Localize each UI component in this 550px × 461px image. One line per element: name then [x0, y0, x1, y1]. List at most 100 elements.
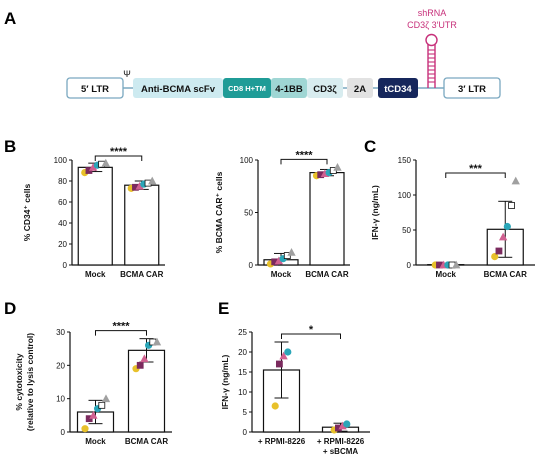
- y-tick-label: 150: [398, 156, 412, 165]
- y-tick-label: 100: [54, 156, 68, 165]
- y-tick-label: 15: [238, 368, 247, 377]
- significance-bracket: [445, 172, 506, 178]
- significance-label: ****: [112, 321, 130, 333]
- data-point: [491, 253, 499, 261]
- bar: [309, 172, 345, 266]
- panel-label-b: B: [4, 137, 16, 156]
- y-tick-label: 40: [58, 219, 67, 228]
- data-point: [271, 402, 279, 410]
- data-point: [98, 401, 106, 409]
- significance-label: ***: [469, 163, 483, 175]
- data-point: [284, 348, 292, 356]
- y-tick-label: 20: [238, 348, 247, 357]
- tcd34-box: [378, 78, 418, 98]
- y-axis-label: % cytotoxicity: [14, 353, 24, 410]
- scfv-label: Anti-BCMA scFv: [141, 84, 216, 95]
- data-point: [452, 260, 461, 269]
- y-tick-label: 100: [398, 191, 412, 200]
- panel-label-e: E: [218, 299, 229, 318]
- data-point: [152, 337, 162, 346]
- y-tick-label: 20: [58, 240, 67, 249]
- cd3z-label: CD3ζ: [313, 84, 337, 95]
- y-axis-label: IFN-γ (ng/mL): [370, 185, 380, 240]
- construct-diagram: 5′ LTR Ψ Anti-BCMA scFv CD8 H+TM 4-1BB C…: [66, 8, 501, 99]
- significance-label: ****: [110, 146, 128, 158]
- significance-label: *: [309, 324, 314, 336]
- bar: [124, 184, 160, 266]
- y-tick-label: 50: [402, 226, 411, 235]
- data-point: [140, 354, 149, 363]
- y-axis-label: IFN-γ (ng/mL): [220, 354, 230, 409]
- category-label: + RPMI-8226: [258, 437, 306, 446]
- y-tick-label: 100: [240, 156, 254, 165]
- y-tick-label: 0: [243, 428, 248, 437]
- chart-cd34: 0 20 40 60 80 100 % CD34⁺ cells Mock BCMA CAR ***…: [22, 146, 165, 279]
- p2a-label: 2A: [354, 84, 366, 95]
- data-point: [508, 202, 515, 209]
- category-label: + sBCMA: [323, 447, 359, 456]
- chart-ifng-c: 0 50 100 150 IFN-γ (ng/mL) Mock BCMA CAR ***: [370, 156, 535, 279]
- chart-bcma-car: 0 50 100 % BCMA CAR⁺ cells Mock BCMA CAR ****: [214, 149, 350, 279]
- cd3z-box: [307, 78, 343, 98]
- category-label: Mock: [85, 437, 106, 446]
- y-axis-label: % CD34⁺ cells: [22, 184, 32, 242]
- data-point: [495, 247, 503, 255]
- shrna-hairpin-icon: [425, 33, 438, 88]
- y-tick-label: 0: [61, 428, 66, 437]
- data-point: [89, 410, 98, 419]
- shrna-label-line2: CD3ζ 3′UTR: [407, 20, 457, 30]
- ltr3-box: [443, 77, 501, 99]
- category-label: Mock: [85, 270, 106, 279]
- data-point: [503, 222, 511, 231]
- y-tick-label: 10: [56, 395, 65, 404]
- data-point: [511, 176, 520, 185]
- panel-label-c: C: [364, 137, 376, 156]
- panel-label-a: A: [4, 9, 16, 28]
- data-point: [287, 248, 296, 256]
- category-label: BCMA CAR: [484, 270, 527, 279]
- data-point: [498, 232, 508, 241]
- data-point: [343, 420, 351, 428]
- ltr5-box: [66, 77, 124, 99]
- tcd34-label: tCD34: [384, 84, 412, 95]
- category-label: Mock: [271, 270, 292, 279]
- cd8-box: [223, 78, 271, 98]
- cd8-label: CD8 H+TM: [228, 84, 266, 93]
- category-label: Mock: [436, 270, 457, 279]
- data-point: [333, 163, 342, 171]
- data-point: [136, 361, 144, 369]
- category-label: BCMA CAR: [120, 270, 163, 279]
- y-tick-label: 80: [58, 177, 67, 186]
- significance-label: ****: [295, 149, 313, 161]
- bar: [127, 349, 166, 433]
- y-tick-label: 25: [238, 328, 247, 337]
- significance-bracket: [94, 155, 143, 161]
- bar: [262, 369, 301, 433]
- y-tick-label: 5: [243, 408, 248, 417]
- bb-label: 4-1BB: [275, 84, 303, 95]
- data-point: [81, 425, 89, 433]
- panel-label-d: D: [4, 299, 16, 318]
- category-label: BCMA CAR: [125, 437, 168, 446]
- data-point: [101, 394, 111, 403]
- scfv-box: [133, 78, 223, 98]
- psi-label: Ψ: [123, 69, 131, 79]
- y-tick-label: 20: [56, 361, 65, 370]
- bar: [77, 166, 113, 266]
- chart-ifng-e: 0 5 10 15 20 25 IFN-γ (ng/mL) + RPMI-8226 + RPMI…: [220, 324, 370, 456]
- data-point: [275, 360, 283, 368]
- category-label: BCMA CAR: [305, 270, 348, 279]
- y-tick-label: 0: [249, 261, 254, 270]
- y-axis-label: % BCMA CAR⁺ cells: [214, 171, 224, 253]
- y-tick-label: 30: [56, 328, 65, 337]
- y-tick-label: 0: [63, 261, 68, 270]
- ltr5-label: 5′ LTR: [81, 84, 109, 95]
- y-tick-label: 10: [238, 388, 247, 397]
- significance-bracket: [95, 330, 147, 336]
- y-tick-label: 0: [407, 261, 412, 270]
- p2a-box: [347, 78, 373, 98]
- bb-box: [271, 78, 307, 98]
- category-label: + RPMI-8226: [317, 437, 365, 446]
- shrna-label-line1: shRNA: [418, 8, 447, 18]
